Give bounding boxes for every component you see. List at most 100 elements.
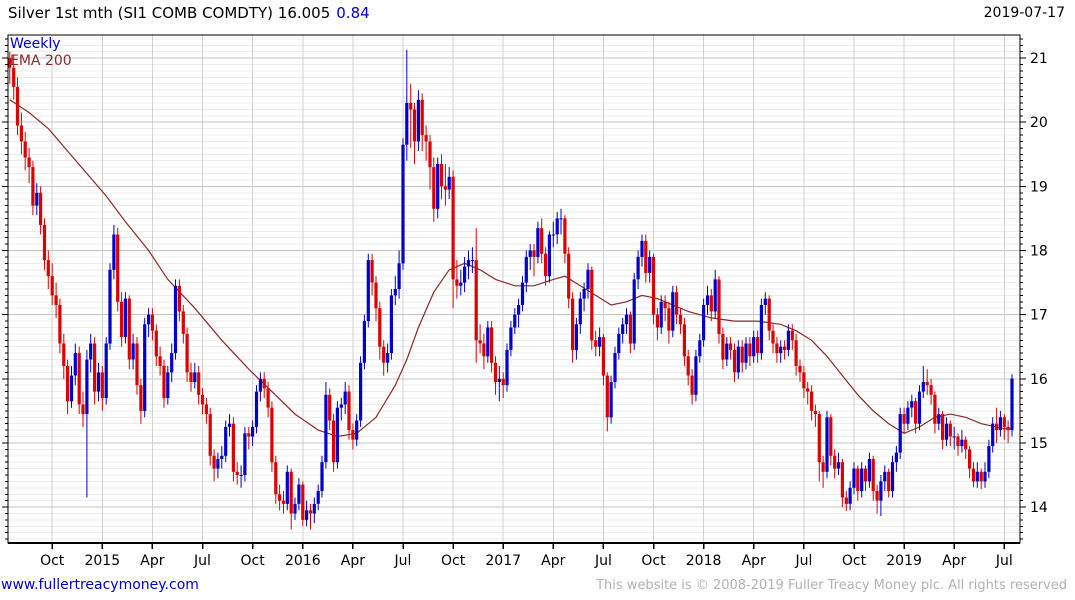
candle-body [567, 253, 571, 299]
candle-body [389, 295, 393, 354]
candle-body [686, 356, 690, 376]
candle-body [844, 497, 848, 504]
candle-body [393, 289, 397, 296]
candle-body [235, 471, 239, 475]
x-tick-label: Oct [240, 553, 265, 569]
candle-body [790, 330, 794, 341]
candle-body [605, 375, 609, 418]
website-link[interactable]: www.fullertreacymoney.com [1, 577, 199, 593]
candle-body [756, 337, 760, 354]
candle-body [428, 141, 432, 168]
candle-body [817, 414, 821, 463]
candle-body [594, 340, 598, 347]
candle-body [775, 343, 779, 354]
candle-body [147, 314, 151, 325]
candle-body [470, 260, 474, 262]
candle-body [289, 471, 293, 514]
candle-body [690, 375, 694, 395]
candle-body [281, 500, 286, 504]
candle-body [1006, 426, 1010, 431]
candle-body [786, 330, 790, 350]
candle-body [112, 234, 116, 270]
candle-body [613, 353, 617, 382]
candle-body [995, 423, 999, 431]
candle-body [779, 346, 783, 354]
x-tick-label: Oct [641, 553, 666, 569]
candle-body [204, 404, 208, 415]
candle-body [821, 462, 825, 472]
candle-body [297, 484, 301, 504]
candle-body [721, 333, 725, 360]
candle-body [443, 186, 447, 190]
candle-body [93, 343, 97, 392]
candle-body [66, 366, 70, 402]
candle-body [73, 353, 77, 376]
candle-body [497, 378, 501, 382]
x-tick-label: Jul [995, 553, 1013, 569]
y-tick-label: 18 [1030, 244, 1048, 260]
candle-body [54, 295, 58, 305]
candle-body [863, 468, 868, 482]
candle-body [220, 455, 224, 459]
candle-body [347, 391, 351, 431]
candle-body [532, 250, 536, 257]
candle-body [359, 362, 363, 421]
price-change: 0.84 [336, 4, 370, 22]
candle-body [663, 301, 667, 309]
candle-body [285, 471, 289, 504]
candle-body [906, 407, 910, 424]
candle-body [563, 218, 567, 254]
candle-body [355, 420, 359, 440]
candle-body [705, 295, 710, 305]
candle-body [420, 99, 424, 136]
candle-body [243, 433, 247, 475]
candle-body [802, 372, 806, 389]
candle-body [42, 224, 47, 261]
candle-body [46, 260, 50, 277]
candle-body [58, 305, 62, 344]
candle-body [991, 423, 995, 447]
candle-body [262, 378, 266, 389]
candle-body [328, 394, 332, 421]
candle-body [759, 305, 763, 354]
candle-body [987, 446, 991, 472]
candle-body [332, 420, 336, 463]
candle-body [416, 99, 420, 142]
candle-body [871, 459, 875, 492]
candle-body [763, 298, 767, 305]
candle-body [436, 163, 440, 209]
candle-body [69, 375, 74, 402]
candle-body [574, 324, 578, 350]
candle-body [27, 157, 31, 168]
x-tick-label: Jul [594, 553, 612, 569]
gridlines [8, 35, 1020, 543]
candle-body [925, 382, 929, 386]
candle-body [879, 481, 883, 501]
candle-body [783, 346, 787, 350]
x-tick-label: Apr [541, 553, 565, 569]
copyright-text: This website is © 2008-2019 Fuller Treac… [596, 578, 1067, 593]
candle-body [278, 494, 282, 501]
candle-body [544, 253, 548, 277]
candle-body [798, 366, 802, 373]
candle-body [324, 394, 328, 463]
candle-body [813, 410, 817, 415]
candle-body [374, 282, 378, 309]
candle-body [968, 449, 972, 469]
candle-body [937, 414, 941, 424]
candle-body [902, 414, 906, 424]
candle-body [493, 362, 498, 382]
candle-body [143, 324, 147, 411]
candle-body [12, 67, 16, 87]
candle-body [960, 439, 964, 447]
x-tick-label: Apr [742, 553, 766, 569]
y-tick-label: 15 [1030, 436, 1048, 452]
candle-body [386, 353, 390, 363]
candle-body [459, 282, 463, 286]
candle-body [274, 462, 278, 495]
candle-body [917, 391, 922, 424]
candle-body [474, 260, 478, 341]
candle-body [166, 372, 170, 399]
candle-body [659, 301, 663, 328]
candle-body [463, 266, 467, 283]
